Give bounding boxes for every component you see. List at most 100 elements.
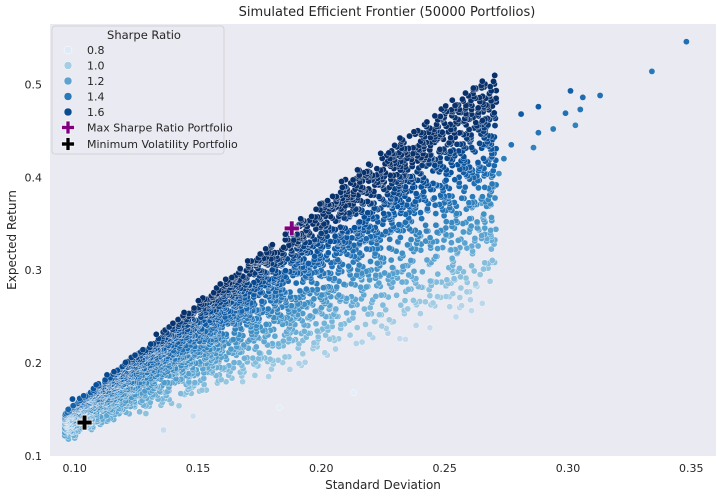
- data-point: [488, 245, 495, 253]
- data-point: [549, 125, 557, 133]
- data-point: [256, 250, 264, 258]
- data-point: [280, 244, 287, 251]
- data-point: [299, 350, 307, 358]
- data-point: [446, 303, 453, 310]
- data-point: [432, 210, 440, 217]
- data-point: [472, 280, 479, 288]
- data-points: [61, 38, 690, 443]
- data-point: [227, 345, 235, 353]
- data-point: [314, 327, 321, 335]
- data-point: [191, 379, 199, 386]
- chart-title: Simulated Efficient Frontier (50000 Port…: [239, 5, 536, 20]
- data-point: [474, 104, 482, 112]
- data-point: [333, 283, 340, 291]
- data-point: [131, 351, 139, 359]
- legend-item-min-volatility: Minimum Volatility Portfolio: [61, 137, 238, 151]
- data-point: [491, 122, 499, 129]
- data-point: [365, 160, 372, 168]
- data-point: [398, 278, 406, 286]
- data-point: [353, 324, 361, 331]
- data-point: [410, 297, 417, 304]
- data-point: [442, 293, 450, 300]
- data-point: [500, 155, 508, 162]
- data-point: [455, 237, 462, 244]
- data-point: [399, 249, 406, 257]
- data-point: [486, 278, 494, 285]
- data-point: [404, 241, 411, 249]
- data-point: [222, 276, 229, 283]
- x-tick-label: 0.25: [432, 462, 457, 475]
- data-point: [371, 318, 378, 325]
- data-point: [431, 201, 439, 209]
- data-point: [329, 193, 336, 200]
- data-point: [228, 274, 236, 281]
- data-point: [354, 166, 361, 174]
- x-tick-label: 0.20: [309, 462, 334, 475]
- data-point: [312, 206, 320, 213]
- data-point: [450, 275, 458, 282]
- data-point: [332, 305, 340, 313]
- data-point: [431, 162, 438, 169]
- data-point: [239, 378, 246, 385]
- x-axis-ticks: 0.10 0.15 0.20 0.25 0.30 0.35: [62, 462, 703, 475]
- legend: Sharpe Ratio 0.8 1.0 1.2 1.4 1.6 Max Sharpe R…: [51, 25, 238, 155]
- data-point: [452, 313, 460, 321]
- data-point: [301, 328, 308, 335]
- data-point: [292, 279, 300, 287]
- data-point: [306, 312, 314, 320]
- data-point: [142, 410, 150, 417]
- data-point: [356, 218, 363, 226]
- data-point: [363, 245, 370, 253]
- data-point: [385, 149, 393, 157]
- data-point: [426, 324, 434, 332]
- data-point: [364, 310, 372, 318]
- data-point: [229, 336, 237, 343]
- data-point: [353, 340, 360, 347]
- data-point: [442, 102, 449, 110]
- data-point: [286, 366, 294, 373]
- x-tick-label: 0.15: [186, 462, 211, 475]
- data-point: [340, 281, 348, 288]
- data-point: [407, 236, 415, 243]
- data-point: [458, 194, 465, 202]
- data-point: [462, 89, 469, 97]
- data-point: [469, 193, 476, 200]
- data-point: [367, 258, 374, 265]
- data-point: [335, 291, 343, 299]
- data-point: [405, 271, 412, 279]
- data-point: [458, 302, 465, 309]
- data-point: [478, 232, 485, 239]
- data-point: [189, 412, 197, 420]
- data-point: [317, 230, 325, 237]
- data-point: [301, 359, 309, 366]
- data-point: [296, 287, 304, 295]
- y-tick-label: 0.1: [25, 450, 43, 463]
- x-tick-label: 0.10: [62, 462, 87, 475]
- svg-text:0.8: 0.8: [87, 44, 105, 57]
- data-point: [479, 300, 486, 307]
- data-point: [572, 122, 579, 129]
- data-point: [419, 268, 426, 276]
- data-point: [110, 368, 118, 375]
- data-point: [456, 265, 463, 272]
- data-point: [431, 112, 439, 120]
- data-point: [495, 170, 503, 177]
- data-point: [92, 381, 100, 389]
- data-point: [357, 283, 364, 291]
- data-point: [442, 176, 450, 184]
- data-point: [122, 359, 129, 366]
- data-point: [596, 92, 604, 99]
- data-point: [180, 309, 188, 316]
- data-point: [282, 230, 289, 238]
- data-point: [468, 262, 475, 270]
- data-point: [468, 144, 475, 151]
- data-point: [312, 320, 320, 328]
- data-point: [244, 257, 251, 265]
- data-point: [422, 237, 429, 245]
- svg-text:1.0: 1.0: [87, 60, 105, 73]
- data-point: [432, 221, 440, 229]
- legend-title: Sharpe Ratio: [107, 28, 181, 42]
- data-point: [473, 218, 481, 226]
- data-point: [434, 270, 442, 278]
